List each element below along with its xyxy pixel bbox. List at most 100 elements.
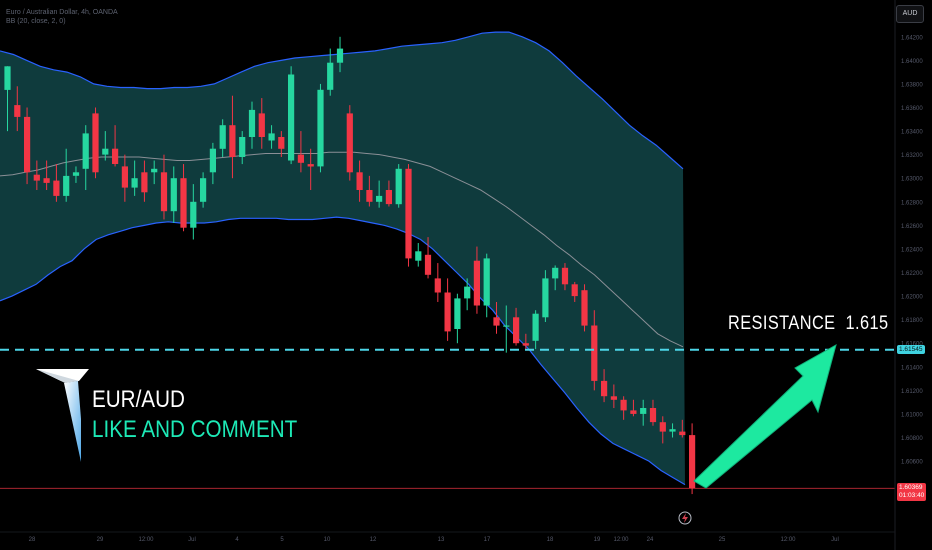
x-tick-label: 19 [594,537,601,543]
up-arrow-icon [693,343,837,489]
x-tick-label: 17 [484,537,491,543]
candle-body [503,325,510,327]
brand-logo [35,367,91,468]
candle-body [620,399,627,411]
x-tick-label: Jul [831,537,839,543]
candle-body [190,201,197,228]
candle-body [454,298,461,329]
x-tick-label: 28 [29,537,36,543]
x-tick-label: 12:00 [780,537,796,543]
y-tick-label: 1.62400 [901,247,923,253]
candle-body [513,317,520,344]
x-tick-label: 12:00 [138,537,154,543]
indicator-line: BB (20, close, 2, 0) [6,18,66,25]
candle-body [102,148,109,155]
candle-body [424,254,432,275]
candle-body [395,168,402,205]
candle-body [33,174,40,181]
candle-body [336,48,344,63]
candle-body [464,286,471,299]
x-tick-label: 13 [438,537,445,543]
candle-body [415,251,422,261]
last-price-value: 1.60369 [899,484,923,492]
candle-body [366,190,373,202]
candle-body [405,168,412,259]
x-tick-label: 24 [647,537,654,543]
brand-title: EUR/AUD [92,386,185,413]
candle-body [24,116,31,173]
y-tick-label: 1.62800 [901,200,923,206]
candle-body [610,396,617,400]
candle-body [376,195,383,202]
y-tick-label: 1.63200 [901,153,923,159]
symbol-line: Euro / Australian Dollar, 4h, OANDA [6,9,118,16]
candle-body [160,172,168,212]
candle-body [522,343,529,346]
currency-button[interactable]: AUD [896,5,924,23]
x-tick-label: 10 [324,537,331,543]
candle-body [601,380,608,397]
y-tick-label: 1.61800 [901,318,923,324]
candle-body [444,292,451,332]
x-tick-label: 5 [280,537,284,543]
candle-body [630,410,637,414]
candle-body [63,175,70,196]
candle-body [229,125,236,157]
candle-body [571,284,578,297]
candle-body [591,325,598,381]
y-tick-label: 1.63800 [901,82,923,88]
y-tick-label: 1.62000 [901,295,923,301]
candle-body [268,133,275,141]
x-tick-label: 29 [97,537,104,543]
candle-body [258,113,265,137]
candle-body [4,66,11,90]
candle-body [82,133,89,169]
candle-body [53,180,60,196]
logo-icon [36,369,89,462]
y-tick-label: 1.61400 [901,365,923,371]
candle-body [483,258,490,306]
band-fill [0,32,685,485]
candle-body [121,166,128,188]
candle-body [112,148,119,164]
candle-body [278,137,285,149]
candle-body [170,178,177,212]
band-lower-line [0,216,686,486]
x-tick-label: 12 [370,537,377,543]
candle-body [239,137,246,157]
candle-body [327,62,334,90]
resistance-price-label: 1.61545 [897,344,925,354]
candle-body [473,260,480,306]
y-tick-label: 1.63400 [901,130,923,136]
candle-body [385,190,392,205]
candle-body [532,313,539,341]
last-price-label: 1.60369 01:03:40 [897,483,927,502]
candle-body [649,408,657,423]
candle-body [679,431,686,436]
y-tick-label: 1.60800 [901,436,923,442]
candle-body [317,89,324,167]
candle-body [219,125,226,149]
candle-body [307,164,314,167]
y-tick-label: 1.63600 [901,106,923,112]
candle-body [689,435,696,489]
x-tick-label: 25 [719,537,726,543]
trend-arrow [693,343,837,489]
time-axis: 28 29 12:00 Jul 4 5 10 12 13 17 18 19 12:00 24 25 12:00… [0,511,895,543]
candle-body [552,267,559,279]
y-tick-label: 1.61000 [901,412,923,418]
candle-body [131,178,138,188]
candle-body [669,429,676,432]
overlay-lines [0,348,895,489]
candle-body [434,278,441,293]
y-tick-label: 1.60600 [901,460,923,466]
candle-body [209,148,216,173]
candles [4,36,696,495]
candle-body [14,105,21,117]
candle-body [659,422,666,432]
candle-body [297,154,304,163]
resistance-annotation: RESISTANCE 1.615 [728,313,888,335]
candle-body [151,168,158,173]
candle-body [92,113,99,173]
